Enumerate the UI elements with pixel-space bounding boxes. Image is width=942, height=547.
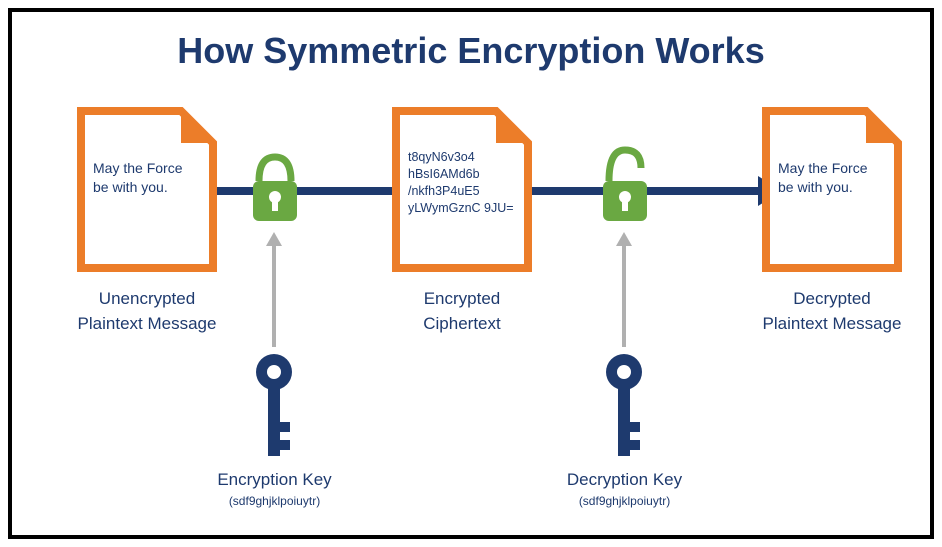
decryption-key-label: Decryption Key (sdf9ghjklpoiuytr) <box>552 470 697 508</box>
decrypted-content: May the Force be with you. <box>778 159 886 197</box>
diagram-canvas: May the Force be with you. Unencrypted P… <box>42 92 900 512</box>
decrypted-document: May the Force be with you. <box>762 107 902 272</box>
lock-open-icon <box>597 140 653 225</box>
encryption-key-label: Encryption Key (sdf9ghjklpoiuytr) <box>202 470 347 508</box>
key-icon <box>254 352 294 462</box>
closed-lock <box>247 147 303 225</box>
encryption-key <box>254 352 294 467</box>
key-icon <box>604 352 644 462</box>
plaintext-document: May the Force be with you. <box>77 107 217 272</box>
diagram-title: How Symmetric Encryption Works <box>42 30 900 72</box>
diagram-frame: How Symmetric Encryption Works May the F… <box>8 8 934 539</box>
decrypted-label: Decrypted Plaintext Message <box>762 287 902 336</box>
enc-key-value: (sdf9ghjklpoiuytr) <box>202 494 347 508</box>
key-arrow-dec <box>616 232 632 352</box>
open-lock <box>597 140 653 225</box>
decryption-key <box>604 352 644 467</box>
dec-key-title: Decryption Key <box>567 470 682 489</box>
enc-key-title: Encryption Key <box>217 470 331 489</box>
plaintext-content: May the Force be with you. <box>93 159 201 197</box>
plaintext-label: Unencrypted Plaintext Message <box>77 287 217 336</box>
ciphertext-label: Encrypted Ciphertext <box>392 287 532 336</box>
ciphertext-document: t8qyN6v3o4 hBsI6AMd6b /nkfh3P4uE5 yLWymG… <box>392 107 532 272</box>
key-arrow-enc <box>266 232 282 352</box>
ciphertext-content: t8qyN6v3o4 hBsI6AMd6b /nkfh3P4uE5 yLWymG… <box>408 149 516 217</box>
dec-key-value: (sdf9ghjklpoiuytr) <box>552 494 697 508</box>
lock-closed-icon <box>247 147 303 225</box>
